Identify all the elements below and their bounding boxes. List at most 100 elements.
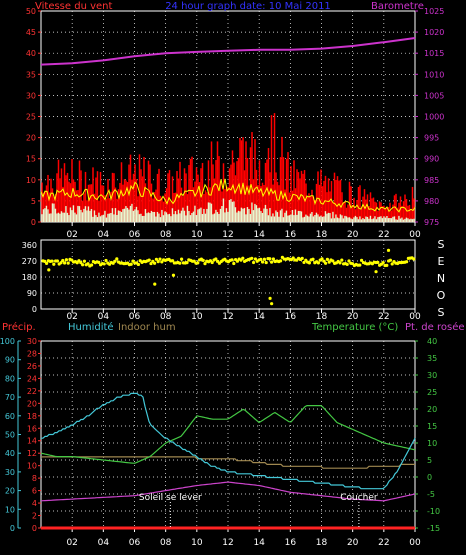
x-tick-label: 04: [98, 312, 110, 322]
direction-point: [385, 263, 389, 267]
wind-axis-ticks: 0 5 10 15 20 25 30 35 40 45 50: [26, 7, 41, 227]
direction-point: [158, 257, 162, 261]
direction-point: [196, 261, 200, 265]
wind-tick-label: 45: [26, 28, 36, 37]
humidity-tick-label: 0: [10, 524, 15, 533]
wind-tick-label: 35: [26, 70, 36, 79]
direction-point: [214, 257, 218, 261]
direction-point: [201, 258, 205, 262]
dewpoint-line: [40, 481, 416, 502]
temperature-tick-label: 5: [427, 456, 432, 465]
direction-point: [230, 258, 234, 262]
direction-tick-label: 180: [22, 273, 37, 282]
precip-tick-label: 10: [27, 462, 37, 471]
x-tick-label: 08: [160, 312, 172, 322]
precip-tick-label: 26: [27, 362, 37, 371]
x-tick-label: 12: [222, 538, 233, 548]
x-tick-label: 22: [378, 230, 389, 240]
baro-tick-label: 1005: [424, 91, 444, 100]
precip-tick-label: 20: [27, 399, 37, 408]
direction-outlier: [374, 270, 378, 274]
direction-point: [347, 259, 351, 263]
direction-point: [345, 262, 349, 266]
direction-outlier: [153, 282, 157, 286]
precip-tick-label: 14: [27, 437, 37, 446]
direction-tick-label: 360: [22, 241, 37, 250]
direction-tick-label: 90: [27, 289, 37, 298]
baro-tick-label: 1025: [424, 7, 444, 16]
humidity-tick-label: 60: [5, 412, 15, 421]
humidity-line: [41, 392, 416, 490]
direction-point: [302, 260, 306, 265]
humidity-tick-label: 50: [5, 431, 15, 440]
direction-point: [324, 261, 328, 265]
direction-point: [171, 259, 175, 263]
x-tick-label: 12: [222, 312, 233, 322]
x-tick-label: 22: [378, 538, 389, 548]
direction-point: [180, 257, 184, 261]
direction-point: [340, 258, 344, 262]
direction-point: [259, 257, 263, 261]
indoor-humidity-line: [41, 456, 415, 469]
baro-tick-label: 975: [424, 218, 439, 227]
direction-panel-frame: [40, 239, 416, 310]
wind-tick-label: 0: [31, 218, 36, 227]
temp-series: [40, 392, 416, 530]
dew-label: Pt. de rosée: [405, 321, 465, 333]
precip-tick-label: 12: [27, 449, 37, 458]
temperature-line: [40, 405, 416, 464]
precip-tick-label: 24: [27, 374, 37, 383]
direction-point: [115, 257, 119, 261]
wind-tick-label: 50: [26, 7, 36, 16]
baro-axis-ticks: 975 980 985 990 995 1000 1005 1010 1015 1020 1025: [415, 7, 444, 227]
x-tick-label: 02: [66, 230, 77, 240]
direction-point: [390, 262, 394, 266]
direction-point: [262, 257, 266, 261]
direction-point: [203, 262, 207, 266]
direction-point: [104, 258, 108, 263]
wind-tick-label: 5: [31, 197, 36, 206]
direction-outlier: [270, 302, 274, 306]
compass-letter: E: [438, 255, 445, 268]
direction-point: [79, 261, 83, 265]
wind-tick-label: 10: [26, 176, 36, 185]
precip-tick-label: 18: [27, 412, 37, 421]
x-tick-label: 16: [285, 312, 297, 322]
x-tick-label: 18: [316, 538, 328, 548]
direction-series: [41, 248, 416, 306]
direction-outlier: [268, 296, 272, 300]
humidity-label: Humidité: [68, 321, 114, 333]
direction-point: [331, 259, 335, 263]
direction-point: [261, 260, 265, 264]
x-tick-label: 02: [66, 538, 77, 548]
direction-outlier: [47, 268, 51, 272]
direction-point: [307, 261, 311, 265]
direction-point: [52, 262, 56, 266]
precip-tick-label: 0: [32, 524, 37, 533]
direction-point: [147, 258, 151, 262]
direction-point: [82, 259, 86, 263]
baro-tick-label: 1015: [424, 49, 444, 58]
graph-title: 24 hour graph date: 10 Mai 2011: [165, 1, 331, 12]
direction-point: [270, 260, 274, 264]
temperature-tick-label: -5: [427, 490, 435, 499]
direction-point: [97, 260, 101, 264]
direction-point: [300, 256, 304, 260]
temperature-tick-label: 30: [427, 371, 437, 380]
wind-tick-label: 30: [26, 91, 36, 100]
direction-point: [154, 257, 158, 261]
x-tick-label: 20: [347, 312, 359, 322]
temperature-tick-label: -10: [427, 507, 440, 516]
x-tick-label: 04: [98, 538, 110, 548]
precip-tick-label: 2: [32, 512, 37, 521]
direction-point: [185, 260, 189, 265]
temp-x-ticks: 02 04 06 08 10 12 14 16 18 20 22 00: [66, 528, 421, 548]
humidity-tick-label: 90: [5, 356, 15, 365]
direction-point: [325, 257, 329, 261]
direction-point: [81, 263, 85, 267]
barometer-line: [40, 37, 416, 66]
x-tick-label: 22: [378, 312, 389, 322]
direction-point: [64, 258, 68, 262]
direction-point: [412, 257, 416, 261]
compass-letter: S: [438, 238, 445, 251]
